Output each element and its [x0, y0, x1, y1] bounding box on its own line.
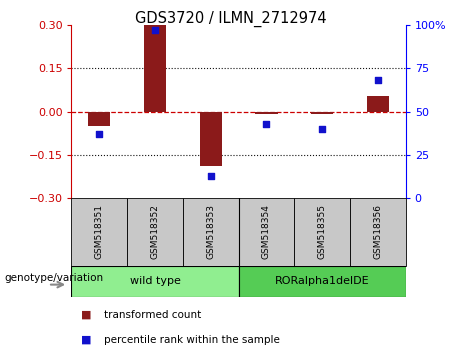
- Bar: [71, 198, 127, 266]
- Text: wild type: wild type: [130, 276, 180, 286]
- Text: GSM518355: GSM518355: [318, 204, 327, 259]
- Bar: [183, 198, 238, 266]
- Text: genotype/variation: genotype/variation: [5, 273, 104, 283]
- Bar: [200, 112, 222, 166]
- Bar: [88, 112, 111, 126]
- Text: GSM518356: GSM518356: [373, 204, 382, 259]
- Text: ■: ■: [81, 335, 91, 345]
- Point: [263, 121, 270, 126]
- Bar: [71, 266, 239, 297]
- Point: [207, 173, 214, 178]
- Point: [319, 126, 326, 132]
- Text: RORalpha1delDE: RORalpha1delDE: [275, 276, 369, 286]
- Text: GSM518353: GSM518353: [206, 204, 215, 259]
- Bar: [127, 198, 183, 266]
- Bar: [239, 266, 406, 297]
- Bar: [366, 96, 389, 112]
- Bar: [144, 25, 166, 112]
- Bar: [350, 198, 406, 266]
- Point: [95, 131, 103, 137]
- Text: percentile rank within the sample: percentile rank within the sample: [104, 335, 280, 345]
- Bar: [294, 198, 350, 266]
- Text: ■: ■: [81, 310, 91, 320]
- Text: GSM518352: GSM518352: [150, 204, 160, 259]
- Bar: [255, 112, 278, 114]
- Text: GSM518351: GSM518351: [95, 204, 104, 259]
- Text: transformed count: transformed count: [104, 310, 201, 320]
- Bar: [238, 198, 294, 266]
- Point: [374, 78, 382, 83]
- Text: GSM518354: GSM518354: [262, 204, 271, 259]
- Text: GDS3720 / ILMN_2712974: GDS3720 / ILMN_2712974: [135, 11, 326, 27]
- Point: [151, 27, 159, 33]
- Bar: [311, 112, 333, 114]
